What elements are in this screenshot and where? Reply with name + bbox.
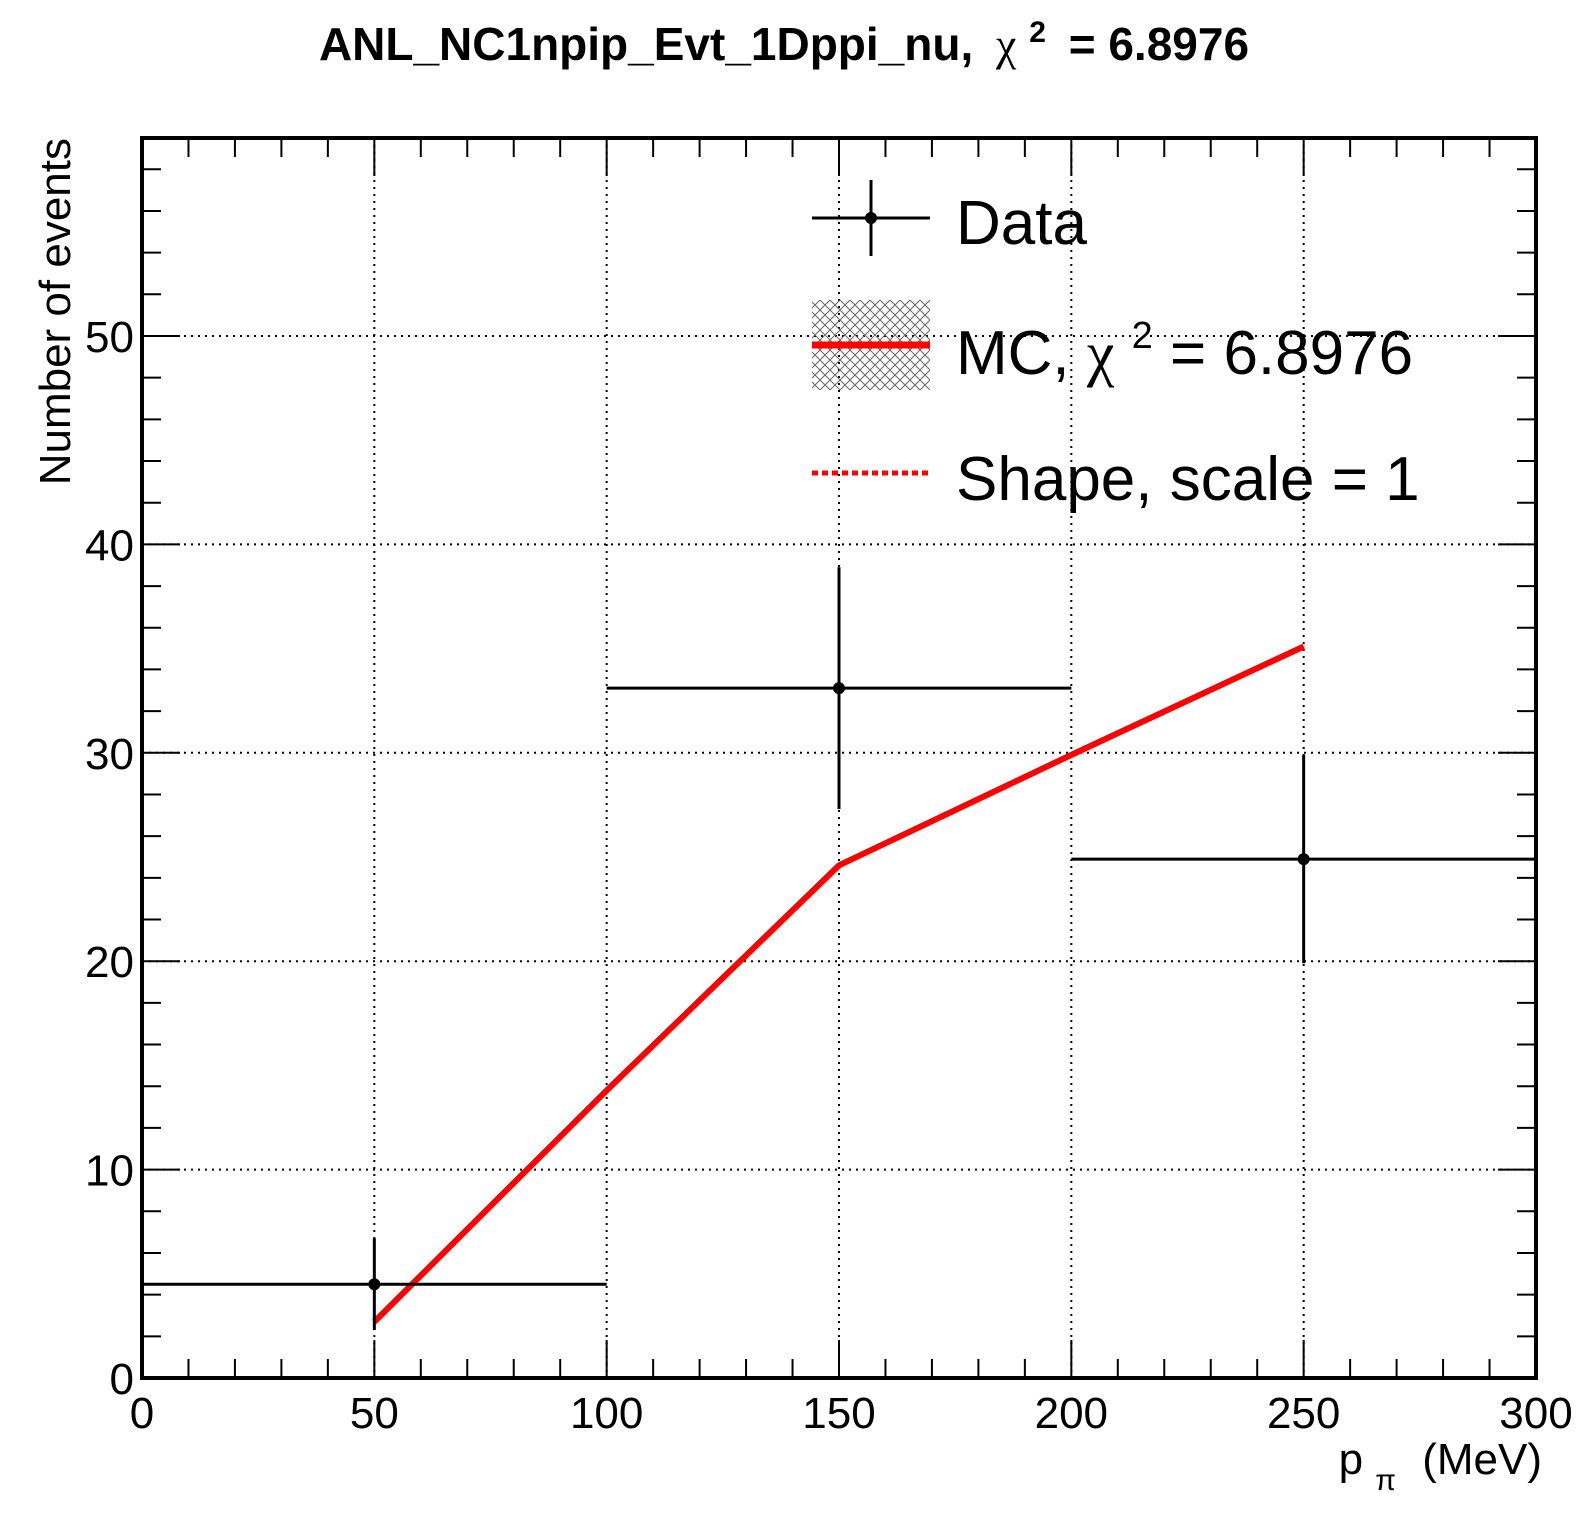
title-main: ANL_NC1npip_Evt_1Dppi_nu, [319,18,973,70]
legend-mc-chi-value: = 6.8976 [1170,319,1413,388]
x-tick-label-4: 200 [1035,1389,1108,1438]
data-point-1-marker [833,682,845,695]
title-chi-symbol: χ [995,19,1017,70]
title-chi-exponent: 2 [1029,16,1046,49]
y-tick-label-4: 40 [85,521,134,570]
x-tick-label-3: 150 [802,1389,875,1438]
y-tick-label-3: 30 [85,730,134,779]
grid [142,138,1536,1378]
legend-mc-prefix: MC, [956,319,1087,388]
x-axis-title-main: p [1339,1435,1363,1484]
data-point-0 [142,1238,607,1331]
legend-mc-chi-exponent: 2 [1132,315,1153,357]
x-tick-label-2: 100 [570,1389,643,1438]
tick-labels: 0 50 100 150 200 250 300 0 10 20 30 40 50 [85,313,1573,1438]
x-tick-label-5: 250 [1267,1389,1340,1438]
legend-mc-chi-symbol: χ [1086,320,1115,388]
y-tick-label-2: 20 [85,938,134,987]
data-point-1 [606,567,1072,810]
plot-frame [140,136,1538,1380]
legend-shape-label: Shape, scale = 1 [956,445,1420,514]
x-tick-label-6: 300 [1499,1389,1572,1438]
x-tick-label-1: 50 [350,1389,399,1438]
chart-title: ANL_NC1npip_Evt_1Dppi_nu, χ 2 = 6.8976 [319,0,1249,70]
x-axis-title: p π (MeV) [1339,1435,1542,1500]
data-point-2-marker [1297,853,1310,866]
legend-entry-data: Data [812,180,1087,258]
x-axis-title-sub: π [1375,1464,1396,1497]
legend: Data MC, χ 2 = 6.8976 Shape, scale = 1 [812,180,1420,514]
legend-entry-shape: Shape, scale = 1 [812,445,1420,514]
axis-ticks [141,138,1537,1379]
data-point-2 [1071,754,1536,964]
y-tick-label-1: 10 [85,1147,134,1196]
shape-line [373,645,1305,1323]
series [142,567,1536,1331]
title-chi-value: = 6.8976 [1069,18,1249,70]
y-tick-label-0: 0 [110,1355,134,1404]
x-tick-label-0: 0 [130,1389,154,1438]
legend-data-marker-point [865,212,877,224]
y-tick-label-5: 50 [85,313,134,362]
legend-entry-mc: MC, χ 2 = 6.8976 [812,293,1413,390]
data-point-0-marker [368,1278,381,1291]
y-axis-title: Number of events [31,138,80,485]
legend-mc-label: MC, χ 2 = 6.8976 [956,293,1413,388]
x-axis-title-rest: (MeV) [1422,1435,1542,1484]
legend-data-label: Data [956,189,1087,258]
